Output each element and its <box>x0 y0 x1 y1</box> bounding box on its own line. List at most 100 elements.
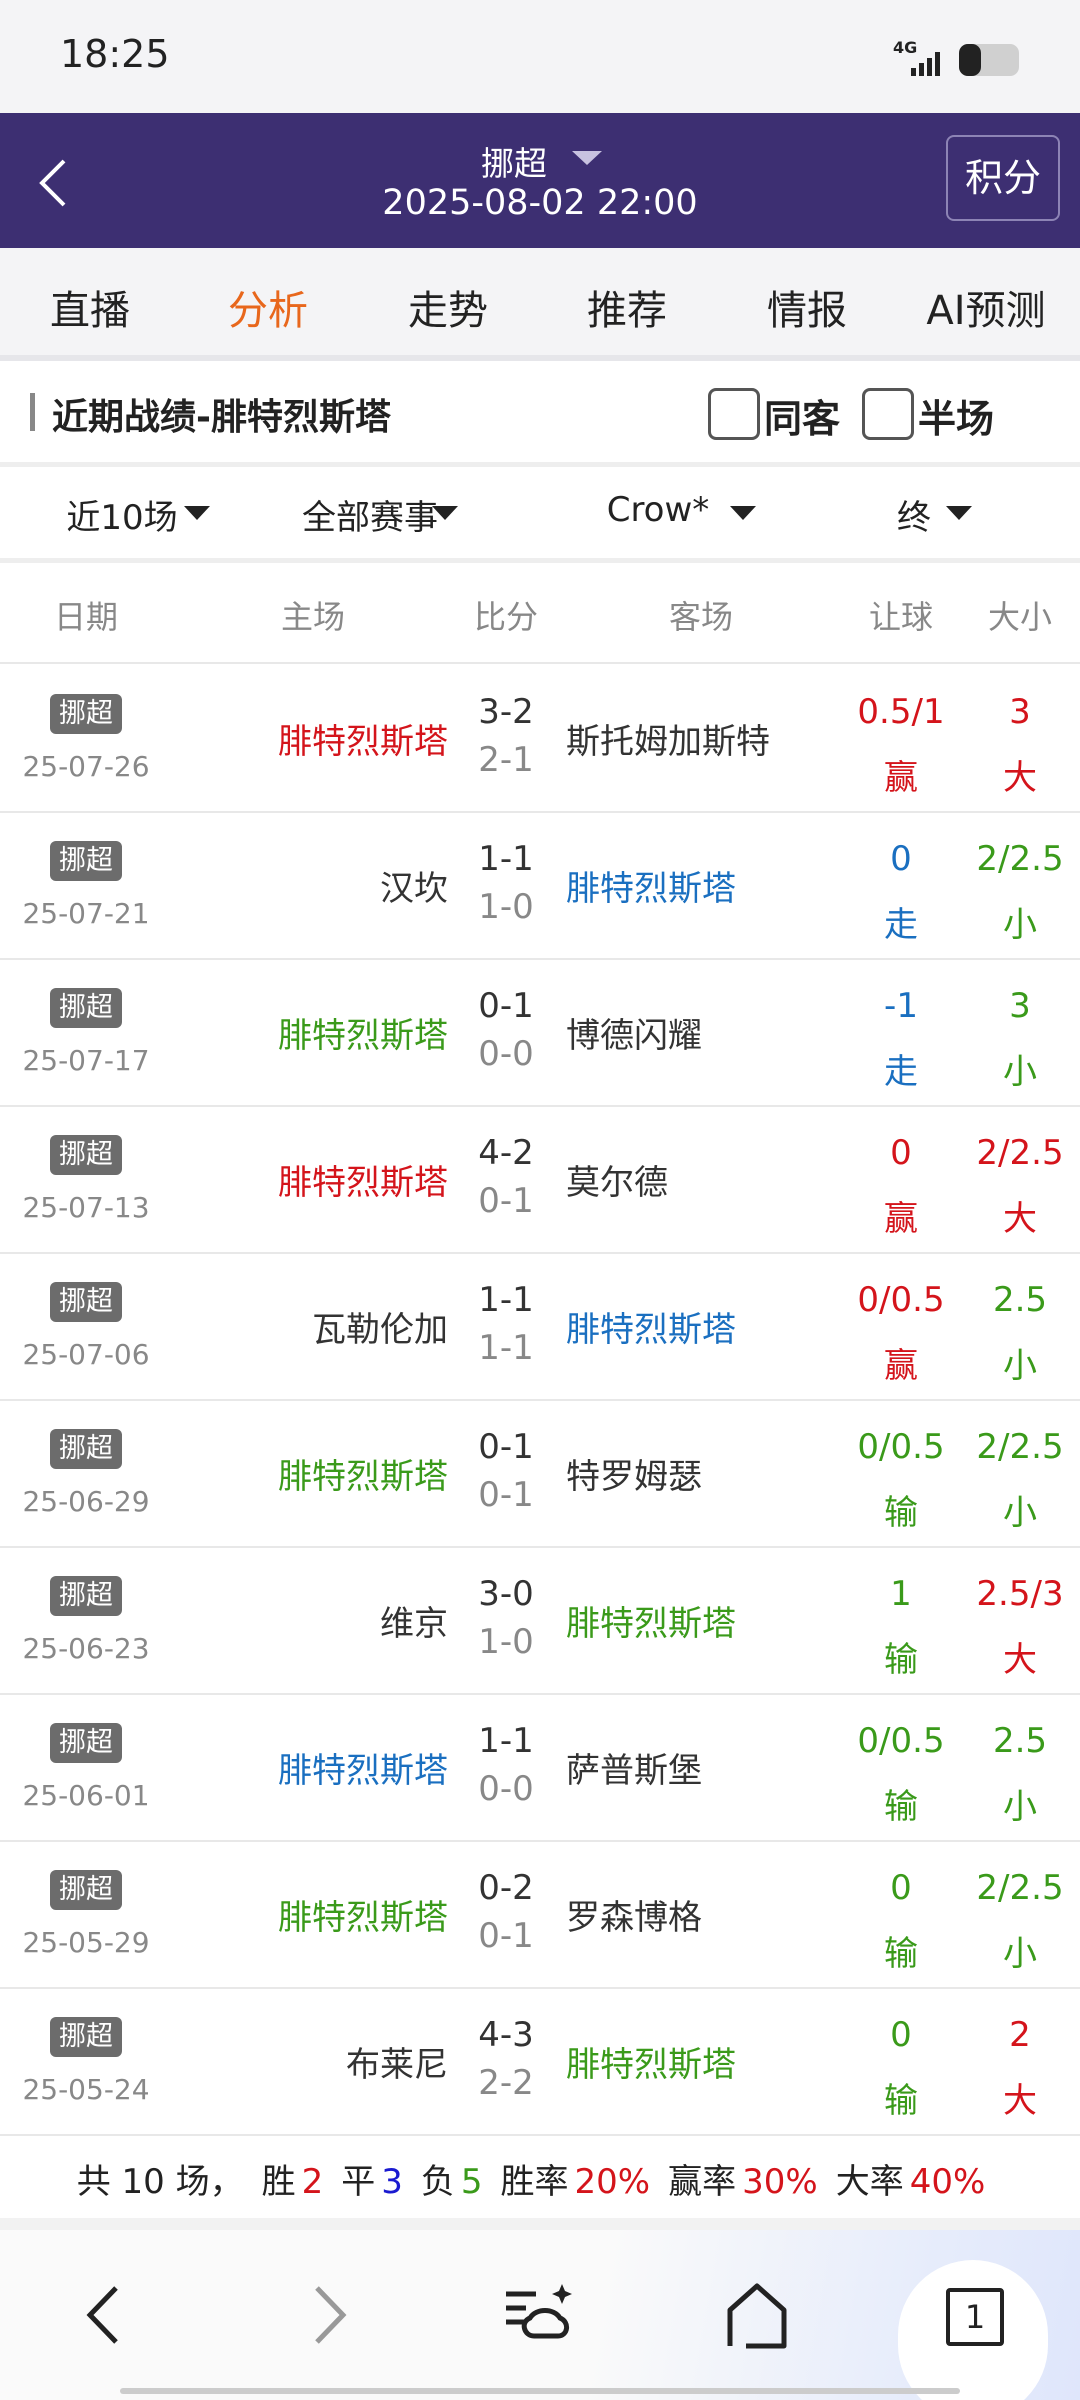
handicap-result: 走 <box>884 905 918 945</box>
match-date: 25-06-01 <box>22 1779 150 1812</box>
handicap-result: 输 <box>884 1934 918 1974</box>
filter-dropdown[interactable]: 终 <box>897 498 931 538</box>
network: 4G <box>893 38 918 57</box>
over-under-result: 小 <box>1003 1052 1037 1092</box>
score: 0-1 <box>478 1427 534 1467</box>
tab[interactable]: 情报 <box>767 288 847 334</box>
away-team: 莫尔德 <box>566 1163 668 1203</box>
over-under: 2.5/3 <box>976 1574 1064 1614</box>
league-badge: 挪超 <box>50 1282 122 1322</box>
half-score: 2-2 <box>478 2063 534 2103</box>
half-score: 0-1 <box>478 1181 534 1221</box>
over-under-result: 大 <box>1003 1199 1037 1239</box>
over-under-result: 小 <box>1003 1346 1037 1386</box>
match-row[interactable]: 挪超 25-07-06 瓦勒伦加 1-1 1-1 腓特烈斯塔 0/0.5 赢 2.5 小 <box>0 1252 1080 1401</box>
nav-back[interactable] <box>80 2280 130 2350</box>
score: 0-2 <box>478 1868 534 1908</box>
summary-item: 大率 <box>835 2162 904 2202</box>
divider <box>0 2218 1080 2230</box>
tab-count[interactable]: 1 <box>946 2288 1004 2346</box>
summary-item: 40% <box>909 2162 986 2202</box>
divider <box>0 558 1080 563</box>
column-title: 大小 <box>987 598 1053 636</box>
score: 4-2 <box>478 1133 534 1173</box>
score: 1-1 <box>478 839 534 879</box>
standings-button[interactable]: 积分 <box>946 135 1060 221</box>
handicap-result: 输 <box>884 1493 918 1533</box>
league-badge: 挪超 <box>50 841 122 881</box>
over-under-result: 小 <box>1003 1934 1037 1974</box>
checkbox[interactable] <box>708 388 760 440</box>
home-team: 瓦勒伦加 <box>312 1310 448 1350</box>
tab[interactable]: 直播 <box>50 288 130 334</box>
handicap-result: 赢 <box>884 758 918 798</box>
home-team: 维京 <box>380 1604 448 1644</box>
over-under-result: 大 <box>1003 2081 1037 2121</box>
away-team: 腓特烈斯塔 <box>566 1310 736 1350</box>
half-score: 0-0 <box>478 1034 534 1074</box>
half-score: 1-0 <box>478 887 534 927</box>
away-team: 博德闪耀 <box>566 1016 702 1056</box>
half-score: 1-0 <box>478 1622 534 1662</box>
match-row[interactable]: 挪超 25-06-23 维京 3-0 1-0 腓特烈斯塔 1 输 2.5/3 大 <box>0 1546 1080 1695</box>
home-team: 腓特烈斯塔 <box>278 1898 448 1938</box>
home-team: 汉坎 <box>380 869 448 909</box>
filter-dropdown[interactable]: 全部赛事 <box>302 498 438 538</box>
away-team: 罗森博格 <box>566 1898 702 1938</box>
league-badge: 挪超 <box>50 1870 122 1910</box>
league-selector[interactable]: 挪超 <box>481 144 547 183</box>
league-badge: 挪超 <box>50 1576 122 1616</box>
divider <box>0 355 1080 361</box>
match-row[interactable]: 挪超 25-06-01 腓特烈斯塔 1-1 0-0 萨普斯堡 0/0.5 输 2.5 小 <box>0 1693 1080 1842</box>
checkbox[interactable] <box>862 388 914 440</box>
handicap: 0 <box>890 1868 912 1908</box>
filter-dropdown[interactable]: Crow* <box>606 490 710 530</box>
score: 3-2 <box>478 692 534 732</box>
dropdown-arrow <box>432 506 458 520</box>
over-under: 2/2.5 <box>976 1133 1064 1173</box>
summary-item: 2 <box>301 2162 324 2202</box>
match-row[interactable]: 挪超 25-07-26 腓特烈斯塔 3-2 2-1 斯托姆加斯特 0.5/1 赢 3 大 <box>0 664 1080 813</box>
away-team: 腓特烈斯塔 <box>566 869 736 909</box>
column-title: 客场 <box>668 598 734 636</box>
match-row[interactable]: 挪超 25-07-13 腓特烈斯塔 4-2 0-1 莫尔德 0 赢 2/2.5 大 <box>0 1105 1080 1254</box>
match-date: 25-06-23 <box>22 1632 150 1665</box>
league-badge: 挪超 <box>50 694 122 734</box>
away-team: 特罗姆瑟 <box>566 1457 702 1497</box>
gesture-bar <box>120 2388 960 2394</box>
summary-item: 平 <box>341 2162 376 2202</box>
away-team: 腓特烈斯塔 <box>566 2045 736 2085</box>
match-row[interactable]: 挪超 25-07-21 汉坎 1-1 1-0 腓特烈斯塔 0 走 2/2.5 小 <box>0 811 1080 960</box>
dropdown-arrow <box>184 506 210 520</box>
filter-dropdown[interactable]: 近10场 <box>66 498 178 538</box>
match-datetime: 2025-08-02 22:00 <box>382 183 698 223</box>
match-row[interactable]: 挪超 25-07-17 腓特烈斯塔 0-1 0-0 博德闪耀 -1 走 3 小 <box>0 958 1080 1107</box>
nav-forward[interactable] <box>305 2280 355 2350</box>
score: 3-0 <box>478 1574 534 1614</box>
away-team: 腓特烈斯塔 <box>566 1604 736 1644</box>
tab[interactable]: 走势 <box>408 288 488 334</box>
back-button[interactable] <box>34 153 74 213</box>
summary-item: 共 10 场， <box>76 2162 244 2202</box>
match-row[interactable]: 挪超 25-06-29 腓特烈斯塔 0-1 0-1 特罗姆瑟 0/0.5 输 2/2.5 小 <box>0 1399 1080 1548</box>
summary-item: 胜 <box>261 2162 296 2202</box>
half-score: 2-1 <box>478 740 534 780</box>
checkbox-label[interactable]: 同客 <box>764 397 841 441</box>
tab[interactable]: 分析 <box>228 288 308 334</box>
handicap-result: 输 <box>884 1787 918 1827</box>
tab[interactable]: 推荐 <box>587 288 667 334</box>
handicap-result: 走 <box>884 1052 918 1092</box>
column-title: 比分 <box>473 598 539 636</box>
checkbox-label[interactable]: 半场 <box>918 397 995 441</box>
league-badge: 挪超 <box>50 988 122 1028</box>
over-under: 2/2.5 <box>976 839 1064 879</box>
nav-ai[interactable] <box>500 2280 580 2350</box>
tab[interactable]: AI预测 <box>926 288 1046 334</box>
nav-home[interactable] <box>722 2278 792 2354</box>
home-team: 布莱尼 <box>346 2045 448 2085</box>
handicap-result: 赢 <box>884 1199 918 1239</box>
column-title: 主场 <box>280 598 346 636</box>
over-under: 2/2.5 <box>976 1427 1064 1467</box>
match-row[interactable]: 挪超 25-05-24 布莱尼 4-3 2-2 腓特烈斯塔 0 输 2 大 <box>0 1987 1080 2136</box>
match-row[interactable]: 挪超 25-05-29 腓特烈斯塔 0-2 0-1 罗森博格 0 输 2/2.5 小 <box>0 1840 1080 1989</box>
